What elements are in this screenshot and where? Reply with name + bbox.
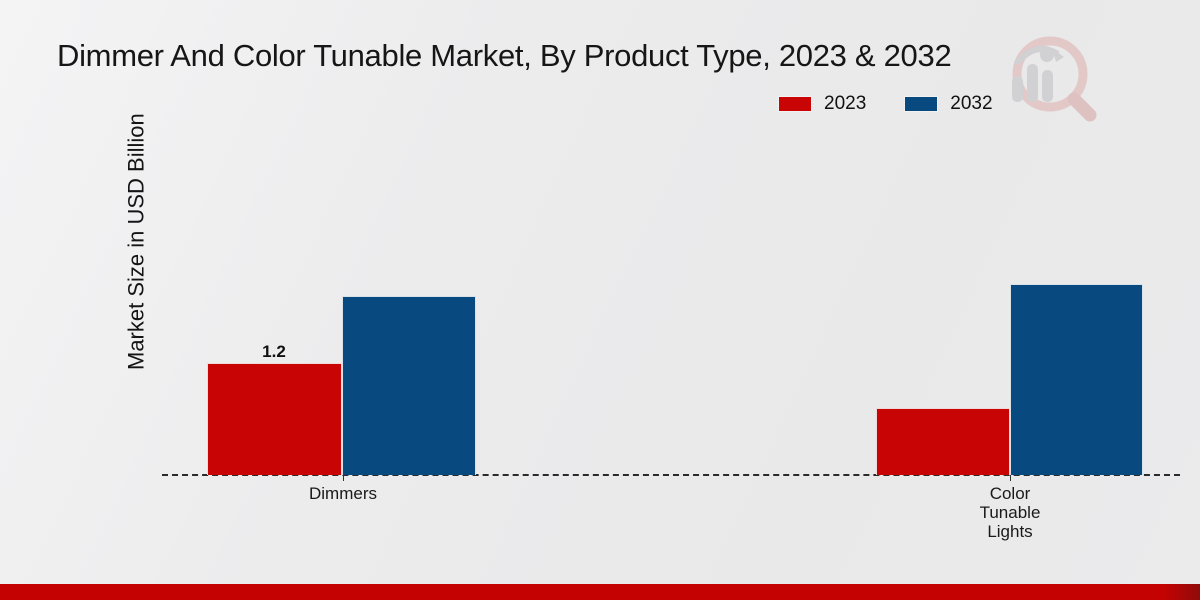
- x-axis-baseline: [162, 474, 1180, 476]
- category-label-dimmers: Dimmers: [309, 484, 377, 503]
- legend-swatch-2023: [778, 96, 812, 112]
- brand-watermark-logo: [1012, 36, 1097, 122]
- bar-value-label-dimmers-2023: 1.2: [262, 342, 286, 361]
- legend-swatch-2032: [904, 96, 939, 112]
- growth-arrow-head-icon: [1052, 48, 1064, 62]
- magnifier-ring-icon: [1012, 36, 1088, 112]
- chart-title: Dimmer And Color Tunable Market, By Prod…: [57, 38, 952, 73]
- magnifier-handle-icon: [1067, 92, 1097, 122]
- x-tick-color-tunable: [1010, 475, 1011, 481]
- x-tick-dimmers: [343, 475, 344, 481]
- legend-item-2023: 2023: [778, 93, 866, 115]
- legend-label-2023: 2023: [824, 93, 867, 114]
- bar-glyph-short-icon: [1012, 76, 1023, 102]
- legend: 2023 2032: [778, 93, 993, 115]
- bar-dimmers-2032: [342, 296, 476, 475]
- bar-color-tunable-2023: [876, 408, 1010, 475]
- footer-accent-bar: [0, 584, 1200, 600]
- bar-dimmers-2023: [207, 363, 342, 475]
- legend-label-2032: 2032: [950, 93, 993, 114]
- bar-color-tunable-2032: [1010, 284, 1143, 475]
- y-axis-label: Market Size in USD Billion: [123, 113, 149, 370]
- legend-item-2032: 2032: [904, 93, 993, 115]
- person-head-icon: [1040, 48, 1054, 62]
- bar-glyph-tall-icon: [1027, 64, 1038, 102]
- bar-glyph-mid-icon: [1042, 70, 1053, 102]
- category-label-color-tunable-lights: Color Tunable Lights: [979, 484, 1041, 541]
